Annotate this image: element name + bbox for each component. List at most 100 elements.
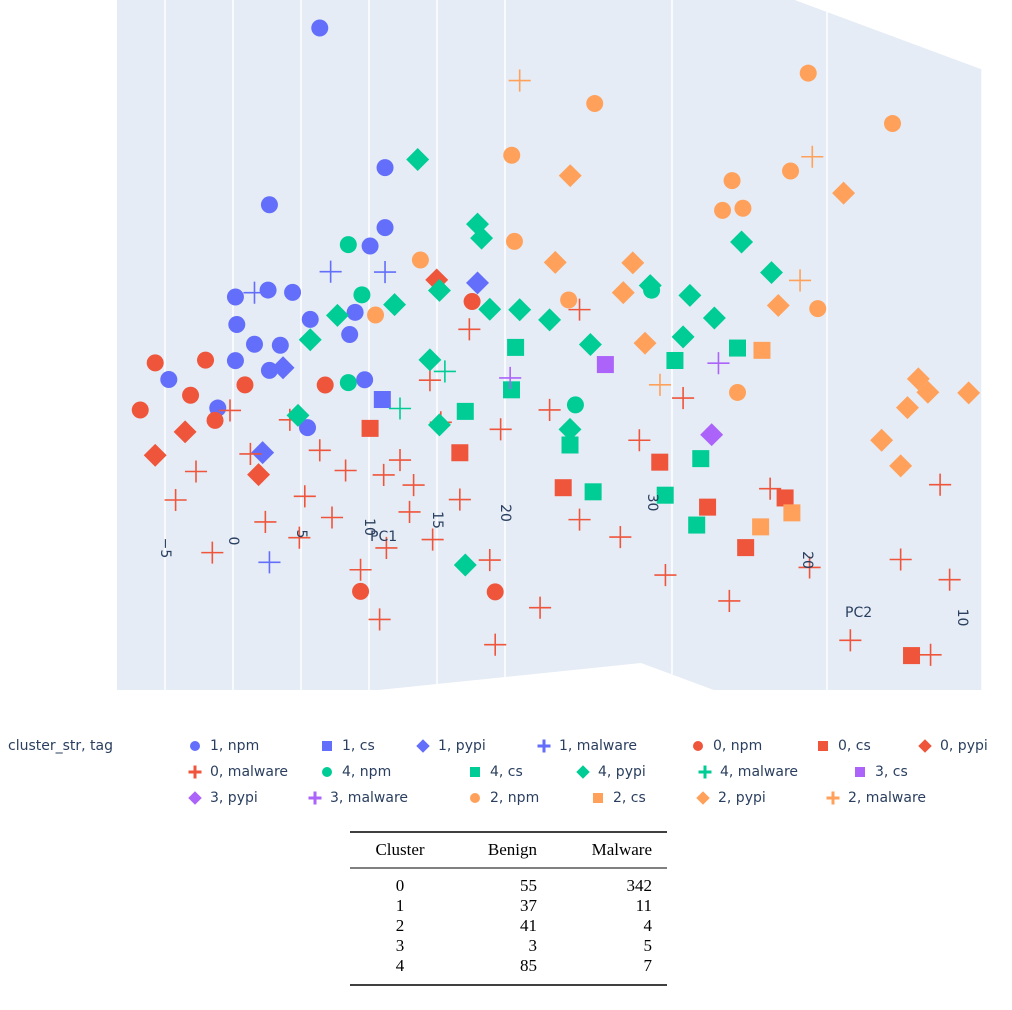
point [339, 374, 357, 392]
point [325, 303, 349, 327]
point [243, 281, 266, 304]
point [648, 373, 672, 396]
point [376, 219, 394, 237]
table-cell: 55 [520, 876, 537, 895]
table-header: Benign [488, 840, 538, 859]
table-cell: 342 [627, 876, 653, 895]
point [870, 428, 894, 452]
x-axis-title: PC1 [370, 529, 397, 545]
side-wall [641, 0, 982, 690]
point [718, 589, 741, 612]
point [508, 69, 531, 92]
y-tick-label: 10 [954, 609, 970, 627]
table-cell: 5 [644, 936, 653, 955]
point [361, 419, 379, 437]
table-cell: 0 [396, 876, 405, 895]
point [938, 568, 961, 591]
point [611, 281, 635, 305]
point [308, 439, 331, 462]
point [184, 460, 208, 483]
point [286, 403, 310, 427]
scene [117, 0, 982, 690]
point [319, 260, 342, 283]
x-tick-label: 10 [361, 518, 377, 536]
table-cell: 3 [529, 936, 538, 955]
point [298, 328, 322, 352]
point [895, 396, 919, 420]
table-cell: 7 [644, 956, 653, 975]
point [809, 300, 827, 318]
point [259, 281, 277, 299]
point [293, 485, 316, 508]
point [789, 269, 812, 292]
legend-label: 0, pypi [940, 738, 988, 754]
point [759, 477, 782, 500]
point [470, 226, 494, 250]
point [433, 360, 456, 383]
point [566, 396, 584, 414]
point [699, 498, 717, 516]
point [560, 291, 578, 309]
point [254, 510, 277, 534]
legend-marker [818, 741, 828, 751]
point [421, 528, 444, 551]
point [752, 518, 770, 536]
point [367, 306, 385, 324]
point [799, 64, 817, 82]
legend-marker [537, 739, 551, 753]
table-header: Cluster [375, 840, 424, 859]
table-cell: 37 [520, 896, 538, 915]
point [466, 212, 489, 236]
point [398, 500, 421, 523]
legend-marker [826, 791, 840, 805]
point [478, 549, 501, 572]
legend-marker [576, 765, 590, 779]
point [352, 582, 370, 600]
point [146, 354, 164, 372]
table-cell: 4 [396, 956, 405, 975]
table-cell: 3 [396, 936, 405, 955]
point [411, 251, 429, 269]
point [341, 325, 359, 343]
legend-label: 2, malware [848, 790, 926, 806]
point [201, 541, 224, 564]
point [586, 95, 604, 113]
table-cell: 41 [520, 916, 537, 935]
point [361, 237, 379, 255]
point [734, 199, 752, 217]
point [173, 420, 197, 444]
legend-label: 1, cs [342, 738, 375, 754]
back-wall [117, 0, 641, 690]
table-cell: 1 [396, 896, 405, 915]
point [164, 488, 187, 512]
legend-label: 2, cs [613, 790, 646, 806]
point [373, 391, 391, 409]
point [451, 444, 469, 462]
legend-label: 3, pypi [210, 790, 258, 806]
point [558, 417, 582, 441]
point [729, 339, 746, 357]
legend-label: 2, npm [490, 790, 539, 806]
table-cell: 2 [396, 916, 405, 935]
legend-marker [693, 741, 703, 751]
point [463, 292, 481, 310]
point [508, 298, 532, 322]
point [678, 283, 702, 307]
point [561, 436, 579, 454]
point [388, 397, 412, 420]
point [466, 271, 489, 295]
point [702, 306, 726, 330]
y-tick-label: 20 [799, 551, 815, 569]
point [609, 525, 632, 549]
table-header: Malware [592, 840, 652, 859]
legend-label: 0, malware [210, 764, 288, 780]
legend-label: 4, npm [342, 764, 391, 780]
table-cell: 11 [636, 896, 652, 915]
y-axis-title: PC2 [845, 605, 872, 621]
point [656, 486, 674, 504]
point [489, 418, 512, 441]
x-tick-label: 0 [225, 537, 241, 546]
point [271, 356, 295, 380]
point [628, 429, 651, 452]
point [226, 352, 244, 370]
